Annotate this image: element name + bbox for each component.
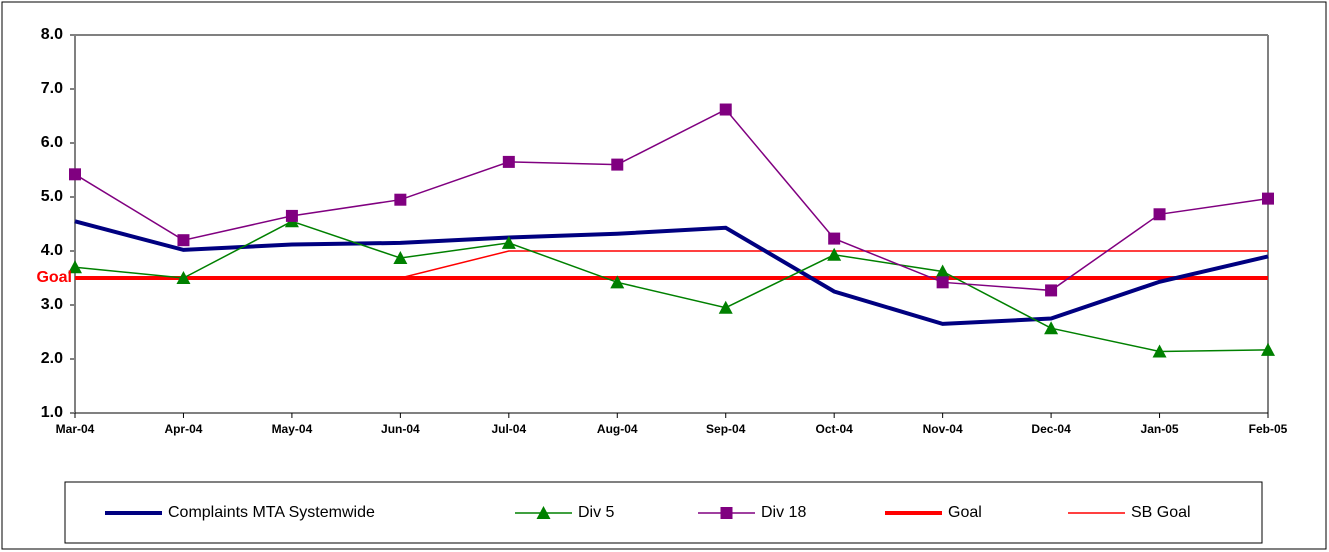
data-point <box>502 155 515 168</box>
legend-box <box>64 481 1263 544</box>
data-point <box>1044 321 1059 335</box>
data-point <box>827 247 842 261</box>
legend-label: SB Goal <box>1131 504 1191 521</box>
annotation: Goal <box>36 269 72 286</box>
series-line <box>74 220 1269 353</box>
y-tick-label: 6.0 <box>41 134 63 151</box>
x-tick-label: Nov-04 <box>923 422 963 436</box>
x-tick-label: Mar-04 <box>56 422 95 436</box>
data-point <box>1262 192 1274 205</box>
data-point <box>719 103 732 116</box>
data-point <box>1152 344 1167 358</box>
x-tick-label: May-04 <box>272 422 313 436</box>
y-tick-label: 3.0 <box>41 296 63 313</box>
legend-label: Goal <box>948 504 982 521</box>
legend-marker <box>536 506 551 519</box>
x-tick-label: Sep-04 <box>706 422 746 436</box>
data-point <box>935 264 950 278</box>
x-tick-label: Oct-04 <box>816 422 854 436</box>
y-tick-label: 4.0 <box>41 242 63 259</box>
y-tick-label: 2.0 <box>41 350 63 367</box>
x-tick-label: Jun-04 <box>381 422 420 436</box>
data-point <box>69 168 81 181</box>
x-tick-label: Aug-04 <box>597 422 638 436</box>
x-tick-label: Jul-04 <box>491 422 526 436</box>
x-tick-label: Dec-04 <box>1031 422 1071 436</box>
legend-marker <box>720 507 733 519</box>
data-point <box>285 209 298 222</box>
data-point <box>936 276 949 289</box>
y-tick-label: 1.0 <box>41 404 63 421</box>
legend-label: Div 5 <box>578 504 615 521</box>
y-tick-label: 7.0 <box>41 80 63 97</box>
data-point <box>1261 342 1275 356</box>
data-point <box>394 193 407 206</box>
data-point <box>718 300 733 314</box>
data-point <box>177 234 190 247</box>
data-point <box>393 251 408 265</box>
y-tick-label: 5.0 <box>41 188 63 205</box>
data-point <box>68 260 82 274</box>
x-tick-label: Apr-04 <box>164 422 202 436</box>
data-point <box>176 271 191 284</box>
x-tick-label: Jan-05 <box>1141 422 1179 436</box>
data-point <box>1153 208 1166 221</box>
data-point <box>610 275 625 289</box>
data-point <box>1045 284 1058 297</box>
data-point <box>501 235 516 249</box>
data-point <box>828 232 841 245</box>
legend-label: Div 18 <box>761 504 806 521</box>
legend-label: Complaints MTA Systemwide <box>168 504 375 521</box>
series-line <box>74 108 1269 292</box>
data-point <box>611 158 624 171</box>
y-tick-label: 8.0 <box>41 26 63 43</box>
x-tick-label: Feb-05 <box>1249 422 1288 436</box>
series-line <box>74 219 1269 326</box>
